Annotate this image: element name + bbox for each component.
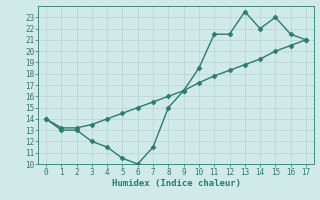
X-axis label: Humidex (Indice chaleur): Humidex (Indice chaleur) bbox=[111, 179, 241, 188]
